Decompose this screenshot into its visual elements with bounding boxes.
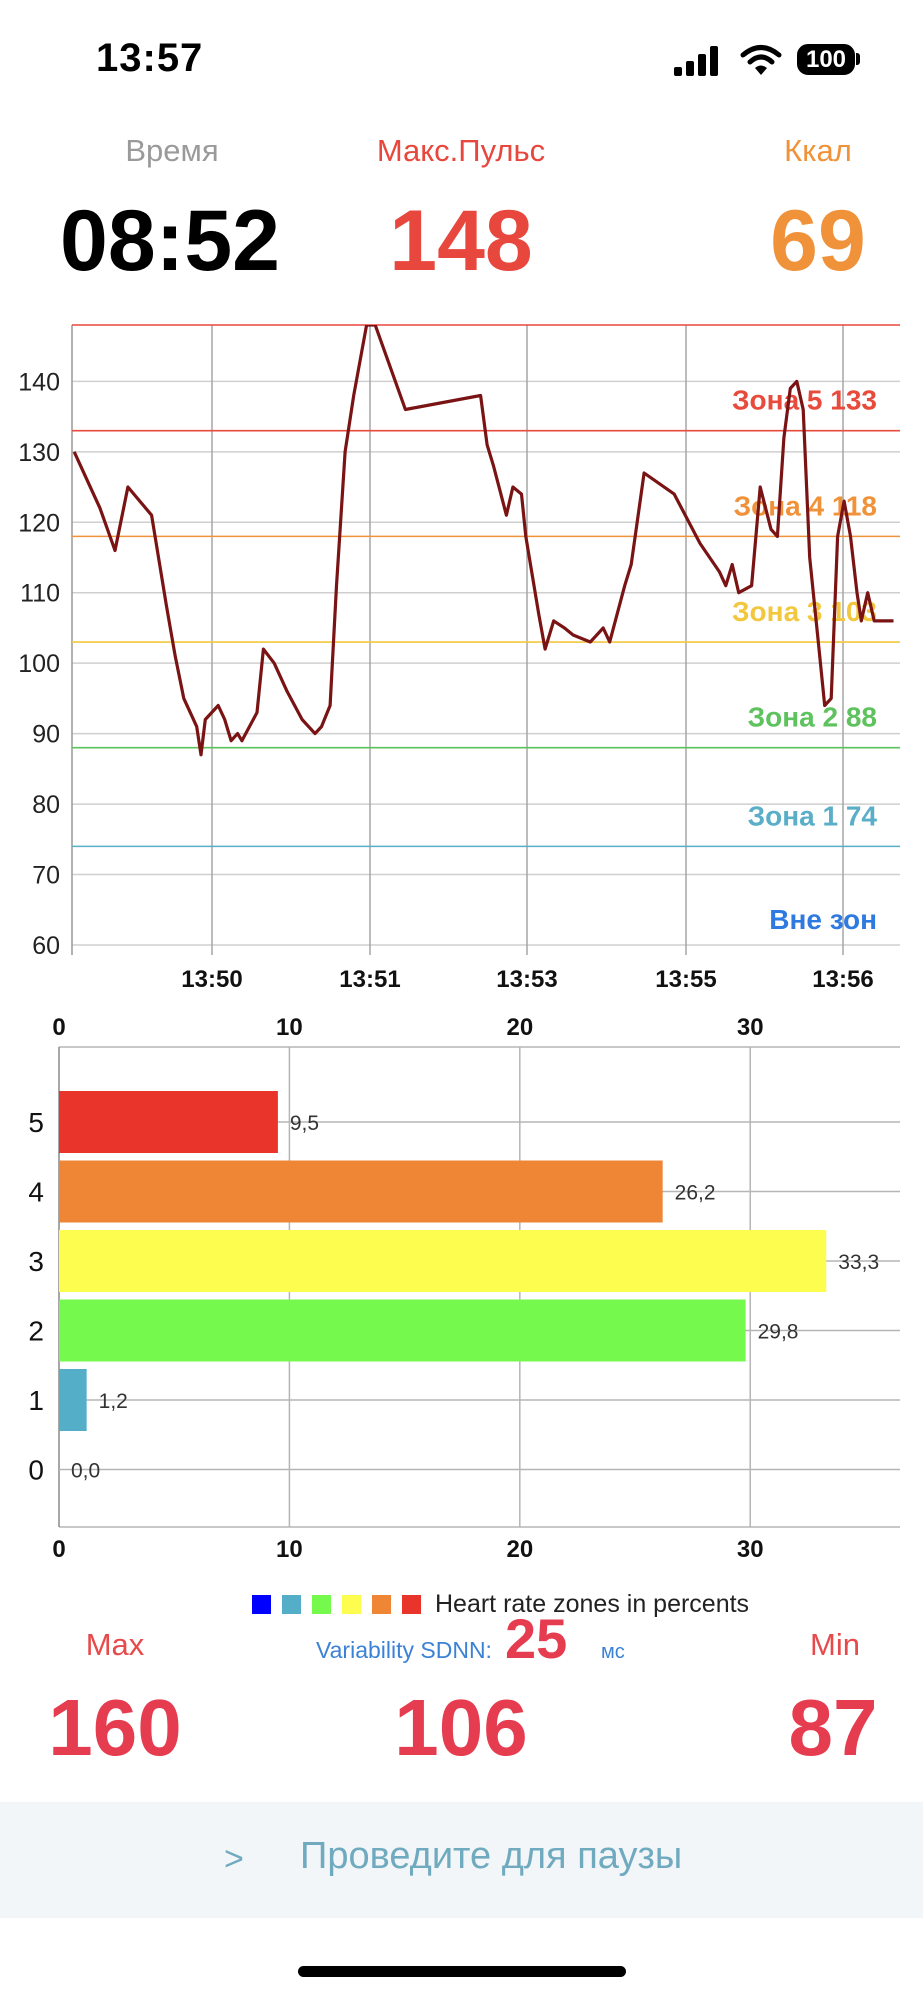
legend-label: Heart rate zones in percents <box>435 1590 750 1618</box>
swipe-to-pause-slider[interactable] <box>0 1802 923 1918</box>
x-tick-label: 13:55 <box>655 966 716 993</box>
category-label: 4 <box>28 1177 44 1208</box>
max-value: 160 <box>48 1683 182 1772</box>
x-tick-label-top: 0 <box>52 1014 65 1041</box>
legend-swatch <box>372 1595 391 1614</box>
max-pulse-label: Макс.Пульс <box>376 133 546 168</box>
zone-label: Зона 2 88 <box>748 702 877 733</box>
value-label: 1,2 <box>99 1390 128 1413</box>
wifi-icon <box>740 45 782 75</box>
y-tick-label: 60 <box>32 932 60 960</box>
home-indicator[interactable] <box>298 1966 626 1977</box>
y-tick-label: 100 <box>18 650 60 678</box>
sdnn-label: Variability SDNN: <box>316 1637 492 1663</box>
y-tick-label: 70 <box>32 862 60 890</box>
legend-swatch <box>312 1595 331 1614</box>
zone-bar-chart: 0 0 10 10 20 20 30 30 5 9,5 4 26,2 3 33,3 2 29,8 1 1,2 0 0,… <box>28 1014 900 1563</box>
legend-swatch <box>402 1595 421 1614</box>
legend-swatch <box>252 1595 271 1614</box>
zone-label: Зона 4 118 <box>734 490 877 521</box>
category-label: 0 <box>28 1455 44 1486</box>
min-label: Min <box>810 1627 860 1662</box>
heart-rate-chart: 60 70 80 90 100 110 120 130 140 13:50 13:51 13:53 13… <box>18 324 900 993</box>
x-tick-label-bottom: 0 <box>52 1536 65 1563</box>
zones-legend: Heart rate zones in percents <box>252 1590 749 1619</box>
x-tick-label-bottom: 10 <box>276 1536 303 1563</box>
value-label: 26,2 <box>675 1182 716 1205</box>
time-label: Время <box>125 133 219 168</box>
swipe-arrow-icon[interactable]: > <box>224 1840 244 1878</box>
legend-swatch <box>342 1595 361 1614</box>
max-label: Max <box>85 1627 145 1662</box>
value-label: 9,5 <box>290 1112 319 1135</box>
battery-nub <box>856 53 860 65</box>
min-value: 87 <box>788 1683 878 1772</box>
legend-swatch <box>282 1595 301 1614</box>
x-tick-label: 13:51 <box>339 966 400 993</box>
x-tick-label-top: 10 <box>276 1014 303 1041</box>
y-tick-label: 140 <box>18 368 60 396</box>
kcal-label: Ккал <box>784 133 852 168</box>
zone-label: Зона 1 74 <box>748 800 878 831</box>
x-tick-label: 13:56 <box>812 966 873 993</box>
kcal-value: 69 <box>770 193 866 289</box>
zone-bar <box>59 1369 87 1431</box>
sdnn-unit: мс <box>601 1641 625 1663</box>
sdnn-value: 25 <box>505 1607 568 1670</box>
x-tick-label: 13:53 <box>496 966 557 993</box>
y-tick-label: 110 <box>20 580 60 608</box>
y-tick-label: 90 <box>32 721 60 749</box>
average-pulse-value: 106 <box>394 1683 528 1772</box>
value-label: 29,8 <box>758 1321 799 1344</box>
category-label: 2 <box>28 1316 44 1347</box>
swipe-to-pause-label: Проведите для паузы <box>300 1835 683 1877</box>
zone-bar <box>59 1299 746 1362</box>
category-label: 1 <box>28 1385 44 1416</box>
zone-label: Вне зон <box>769 904 877 935</box>
battery-icon: 100 <box>797 44 855 75</box>
x-tick-label-bottom: 30 <box>737 1536 764 1563</box>
cellular-signal-icon <box>674 46 718 76</box>
x-tick-label: 13:50 <box>181 966 242 993</box>
x-tick-label-top: 30 <box>737 1014 764 1041</box>
heart-rate-series-line <box>72 325 894 757</box>
status-time: 13:57 <box>96 36 204 80</box>
x-tick-label-top: 20 <box>506 1014 533 1041</box>
y-tick-label: 130 <box>18 439 60 467</box>
legend-swatches <box>252 1595 421 1614</box>
time-value: 08:52 <box>60 193 280 289</box>
value-label: 0,0 <box>71 1460 100 1483</box>
category-label: 5 <box>28 1107 44 1138</box>
zone-label: Зона 3 103 <box>732 596 877 627</box>
zone-bar <box>59 1160 663 1223</box>
max-pulse-value: 148 <box>389 193 533 289</box>
zone-bar <box>59 1230 827 1292</box>
value-label: 33,3 <box>838 1251 879 1274</box>
category-label: 3 <box>28 1246 44 1277</box>
y-tick-label: 80 <box>32 791 60 819</box>
y-tick-label: 120 <box>18 509 60 537</box>
zone-bar <box>59 1091 278 1153</box>
x-tick-label-bottom: 20 <box>506 1536 533 1563</box>
